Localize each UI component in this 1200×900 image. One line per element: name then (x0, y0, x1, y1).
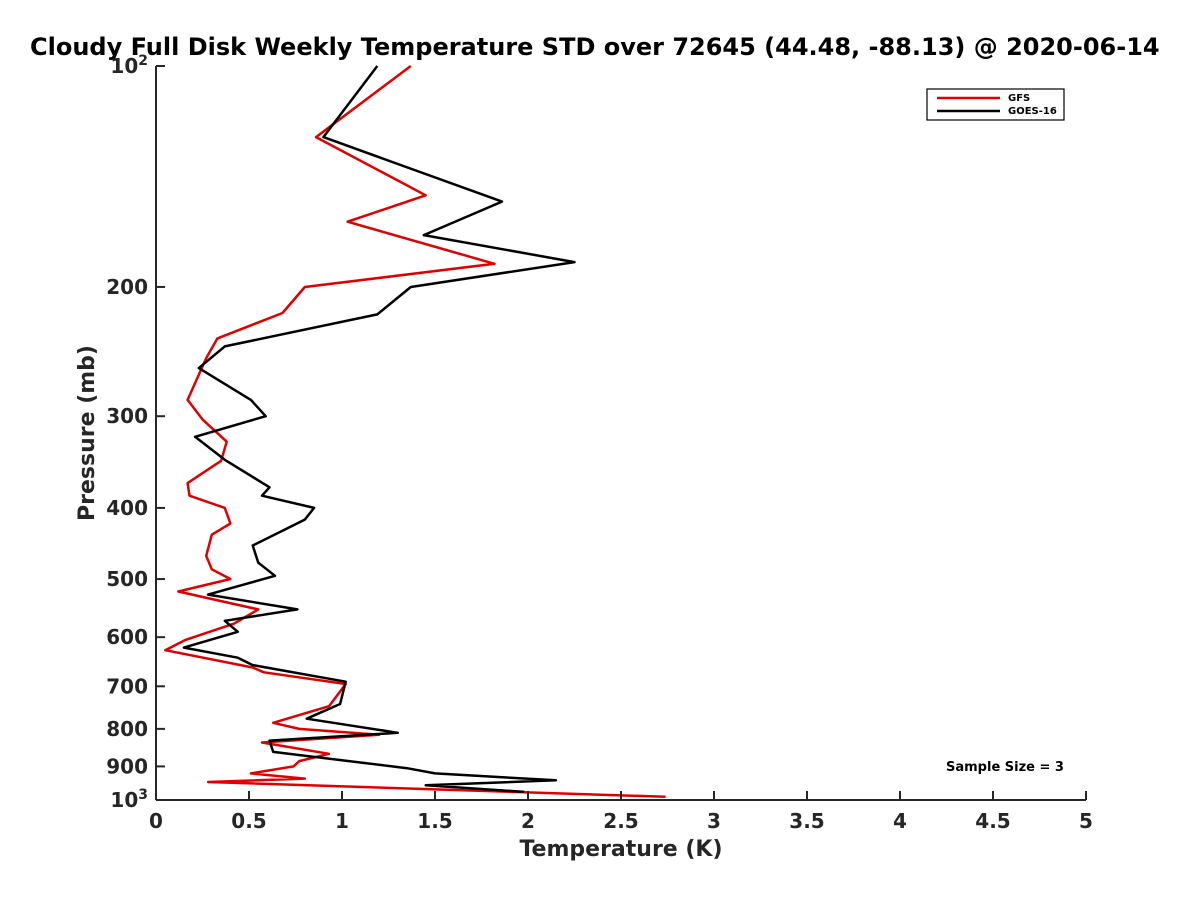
legend-label-gfs: GFS (1008, 93, 1030, 104)
x-axis-label: Temperature (K) (519, 837, 722, 862)
series-line-gfs (164, 65, 666, 799)
x-tick-label: 5 (1079, 809, 1093, 833)
x-tick-label: 0 (149, 809, 163, 833)
y-tick-label: 400 (106, 496, 148, 520)
x-tick-label: 4.5 (975, 809, 1010, 833)
y-tick-label: 800 (106, 717, 148, 741)
sample-size-annotation: Sample Size = 3 (946, 760, 1064, 775)
y-tick-label: 300 (106, 404, 148, 428)
y-axis-label: Pressure (mb) (75, 345, 100, 521)
legend-box (926, 88, 1065, 121)
x-tick-label: 3.5 (789, 809, 824, 833)
y-tick-label: 103 (110, 787, 148, 812)
x-tick-label: 1.5 (417, 809, 452, 833)
y-tick-label: 500 (106, 567, 148, 591)
y-tick-label: 200 (106, 275, 148, 299)
y-tick-label: 600 (106, 625, 148, 649)
legend: GFS GOES-16 (926, 88, 1065, 121)
x-tick-label: 2 (521, 809, 535, 833)
x-tick-label: 2.5 (603, 809, 638, 833)
series-line-goes-16 (182, 65, 576, 794)
y-ticks: 102 200 300 400 500 600 700 800 900 103 (106, 53, 165, 812)
legend-label-goes16: GOES-16 (1008, 106, 1057, 117)
y-tick-label: 700 (106, 674, 148, 698)
chart-title: Cloudy Full Disk Weekly Temperature STD … (30, 33, 1160, 61)
plot-area: 0 0.5 1 1.5 2 2.5 3 3.5 4 4.5 5 102 200 300 400 500 600… (106, 53, 1093, 833)
x-tick-label: 4 (893, 809, 907, 833)
x-ticks: 0 0.5 1 1.5 2 2.5 3 3.5 4 4.5 5 (149, 791, 1093, 833)
x-tick-label: 3 (707, 809, 721, 833)
x-tick-label: 1 (335, 809, 349, 833)
series-layer (164, 65, 666, 799)
x-tick-label: 0.5 (231, 809, 266, 833)
y-tick-label: 102 (110, 53, 148, 78)
y-tick-label: 900 (106, 754, 148, 778)
